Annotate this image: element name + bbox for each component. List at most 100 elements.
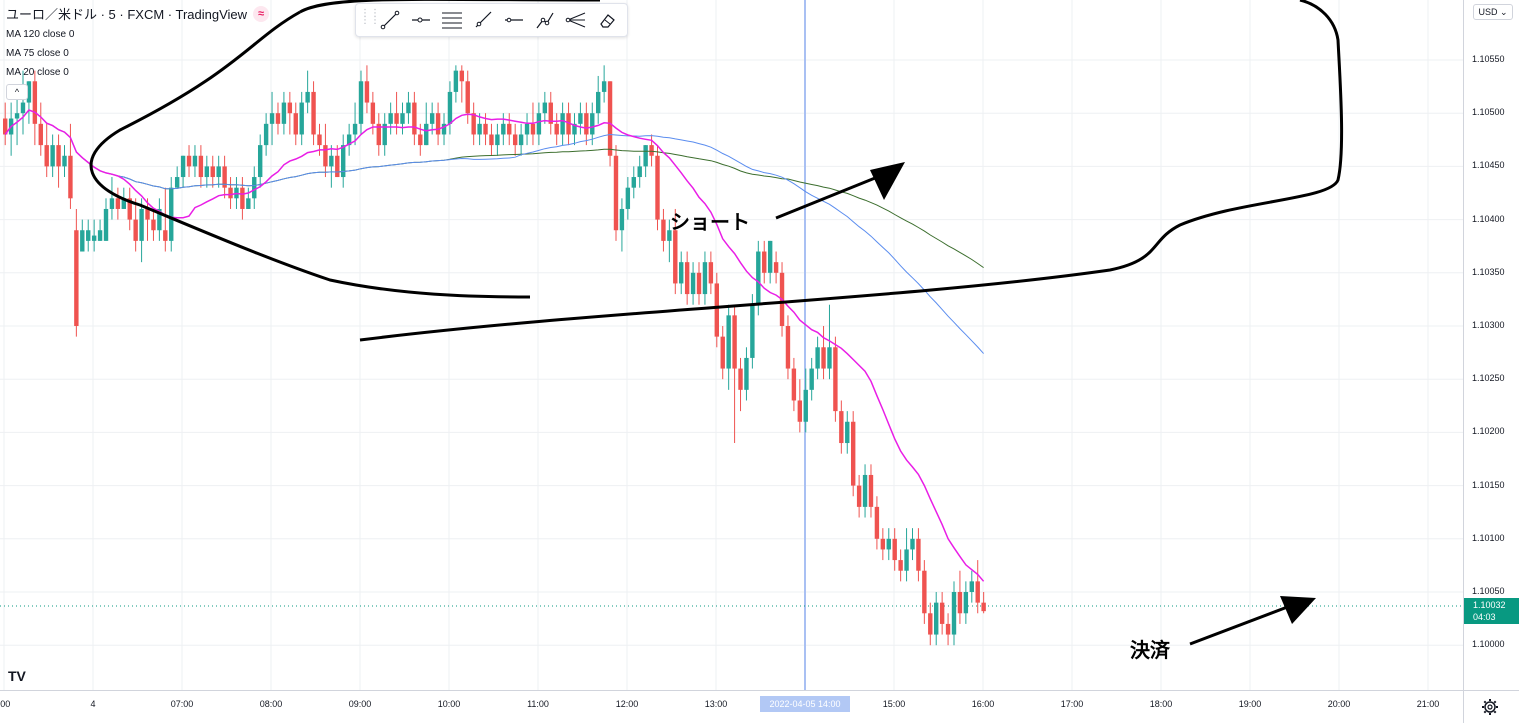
candle bbox=[382, 113, 387, 156]
path-icon[interactable] bbox=[529, 6, 560, 34]
candle bbox=[684, 251, 690, 305]
fib-retracement-icon[interactable] bbox=[436, 6, 467, 34]
eraser-icon[interactable] bbox=[591, 6, 622, 34]
time-tick-label: 13:00 bbox=[704, 699, 728, 709]
crosshair-date: 2022-04-05 bbox=[769, 699, 816, 709]
candle bbox=[874, 496, 880, 550]
price-tick-label: 1.10350 bbox=[1472, 266, 1505, 277]
bar-countdown: 04:03 bbox=[1473, 612, 1496, 622]
candle bbox=[845, 411, 850, 454]
time-tick-label: 18:00 bbox=[1149, 699, 1173, 709]
short-annotation: ショート bbox=[670, 210, 750, 234]
candle bbox=[275, 102, 281, 135]
time-tick-label: 17:00 bbox=[1060, 699, 1084, 709]
gear-icon[interactable] bbox=[1464, 691, 1519, 723]
candle bbox=[702, 251, 708, 305]
candle bbox=[204, 155, 210, 188]
candle bbox=[934, 592, 939, 646]
candle bbox=[97, 219, 103, 241]
candle bbox=[649, 134, 654, 167]
time-scale[interactable]: :00 4 07:00 08:00 09:00 10:00 11:00 12:00 13:00 1… bbox=[0, 690, 1463, 723]
current-price-value: 1.10032 bbox=[1473, 600, 1506, 610]
candle bbox=[803, 368, 808, 433]
horizontal-ray-icon[interactable] bbox=[405, 6, 436, 34]
candle bbox=[963, 581, 969, 624]
candle bbox=[80, 219, 85, 252]
candle bbox=[661, 208, 666, 252]
pitchfork-icon[interactable] bbox=[560, 6, 591, 34]
candle bbox=[767, 240, 773, 284]
candle bbox=[554, 113, 559, 146]
symbol-title[interactable]: ユーロ／米ドル · 5 · FXCM · TradingView bbox=[6, 7, 248, 22]
candle bbox=[601, 65, 607, 103]
candle bbox=[738, 357, 743, 412]
ma-75-legend[interactable]: MA 75 close 0 bbox=[6, 48, 69, 59]
candle bbox=[44, 123, 49, 178]
time-tick-label: 10:00 bbox=[437, 699, 461, 709]
candle bbox=[127, 187, 132, 231]
candle bbox=[720, 326, 725, 380]
candle bbox=[501, 113, 506, 146]
candle bbox=[222, 155, 227, 199]
candle bbox=[453, 65, 459, 103]
candle bbox=[459, 65, 465, 103]
tradingview-logo[interactable]: TV bbox=[8, 668, 26, 684]
wave-icon[interactable]: ≈ bbox=[253, 5, 270, 22]
candle bbox=[424, 102, 429, 146]
time-tick-label: 11:00 bbox=[527, 699, 549, 709]
candle bbox=[174, 166, 180, 188]
candle bbox=[850, 411, 856, 497]
candle bbox=[412, 91, 417, 146]
candle bbox=[329, 145, 334, 188]
candle bbox=[762, 240, 767, 284]
candle bbox=[507, 113, 512, 146]
candle bbox=[186, 145, 192, 178]
candle bbox=[388, 102, 393, 135]
ma-120-legend[interactable]: MA 120 close 0 bbox=[6, 29, 75, 40]
candle bbox=[833, 336, 838, 422]
candle bbox=[394, 91, 399, 135]
candle bbox=[86, 219, 91, 252]
candle bbox=[281, 91, 287, 135]
candle bbox=[299, 91, 304, 146]
price-scale[interactable]: USD ⌄ 1.10550 1.10500 1.10450 1.10400 1.1035… bbox=[1463, 0, 1519, 690]
candle bbox=[690, 262, 696, 305]
candle bbox=[157, 198, 162, 241]
candle bbox=[957, 570, 963, 624]
candle bbox=[560, 102, 565, 146]
legend-collapse-button[interactable]: ^ bbox=[6, 84, 28, 100]
candle bbox=[240, 177, 245, 220]
currency-selector[interactable]: USD ⌄ bbox=[1473, 4, 1513, 20]
candle bbox=[216, 155, 221, 188]
candle bbox=[252, 166, 257, 209]
candle bbox=[115, 187, 121, 220]
candle bbox=[981, 592, 986, 614]
candle bbox=[145, 198, 150, 241]
candle bbox=[210, 155, 215, 188]
candle bbox=[180, 155, 186, 188]
drag-handle-icon[interactable]: ⋮⋮ ⋮⋮ bbox=[360, 8, 380, 26]
trend-line-icon[interactable] bbox=[374, 6, 405, 34]
candle bbox=[62, 145, 67, 178]
crosshair-time: 14:00 bbox=[818, 699, 841, 709]
time-tick-label: 15:00 bbox=[882, 699, 906, 709]
time-tick-label: 21:00 bbox=[1416, 699, 1440, 709]
candle bbox=[643, 145, 648, 178]
chart-settings-corner[interactable] bbox=[1463, 690, 1519, 723]
candle bbox=[862, 464, 868, 518]
ray-icon[interactable] bbox=[467, 6, 498, 34]
horizontal-line-icon[interactable] bbox=[498, 6, 529, 34]
ma-20-legend[interactable]: MA 20 close 0 bbox=[6, 67, 69, 78]
time-tick-label: 08:00 bbox=[259, 699, 283, 709]
price-chart[interactable] bbox=[0, 0, 1463, 690]
candle bbox=[26, 81, 32, 124]
candle bbox=[590, 102, 595, 146]
price-tick-label: 1.10400 bbox=[1472, 213, 1505, 224]
current-price-badge: 1.10032 04:03 bbox=[1464, 598, 1519, 624]
candle bbox=[400, 102, 405, 135]
candle bbox=[696, 262, 702, 305]
time-tick-label: 4 bbox=[90, 699, 96, 709]
candle bbox=[566, 102, 571, 146]
candle bbox=[287, 91, 293, 135]
chart-pane[interactable]: ユーロ／米ドル · 5 · FXCM · TradingView ≈ MA 12… bbox=[0, 0, 1463, 690]
